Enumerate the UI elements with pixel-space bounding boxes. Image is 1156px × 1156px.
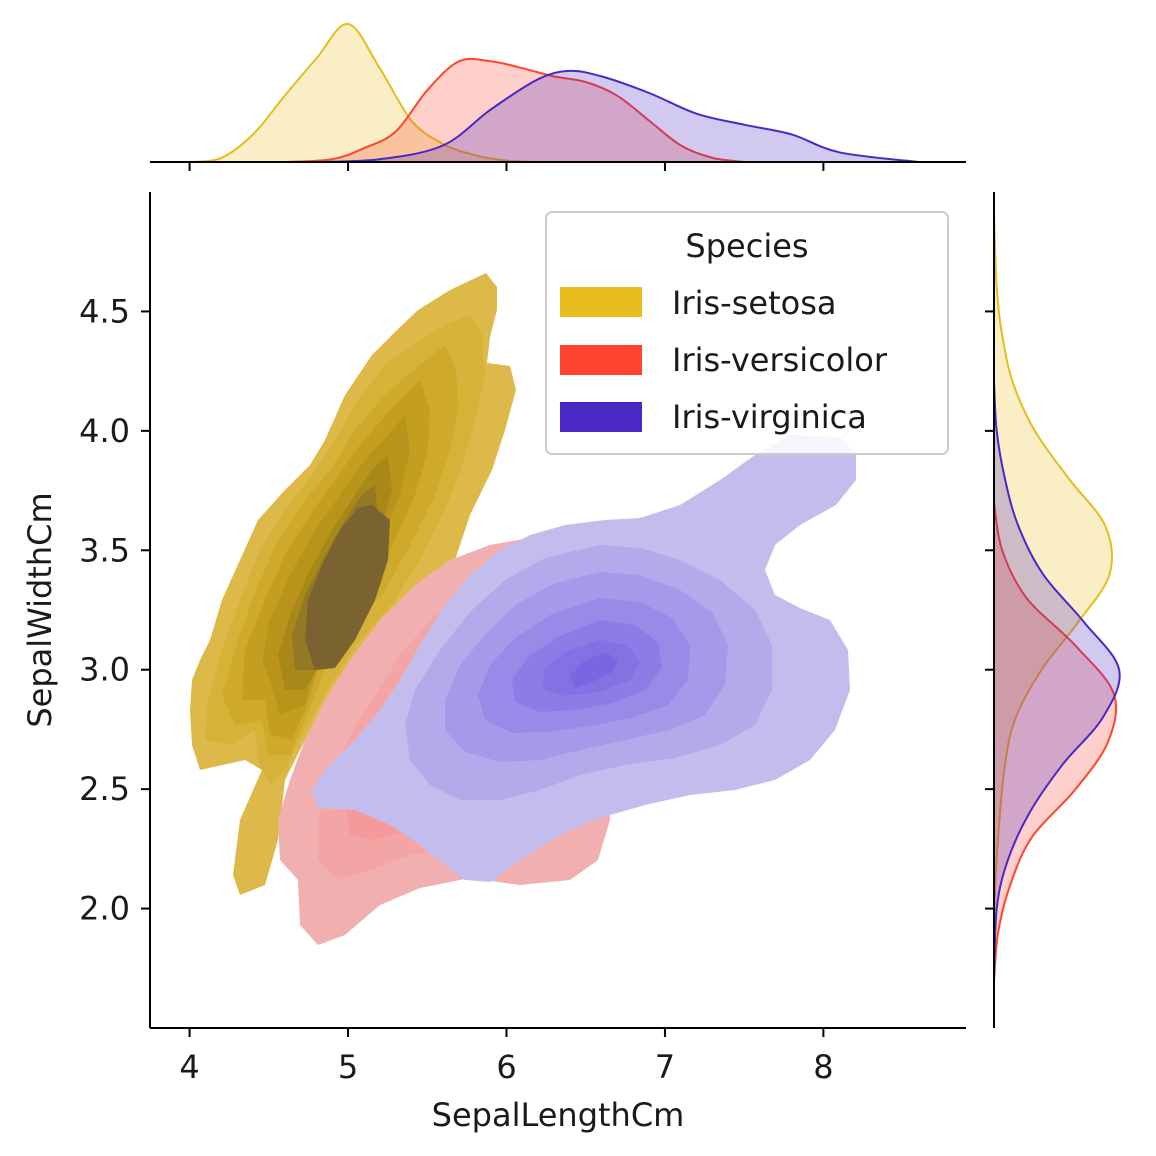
legend-swatch-setosa [560,287,642,317]
y-marginal-fill-virginica [994,383,1120,981]
legend-swatch-virginica [560,402,642,432]
y-tick-label-2.5: 2.5 [79,770,130,808]
legend-frame [545,211,949,455]
x-marginal-fill-virginica [316,70,919,162]
x-tick-label-4: 4 [179,1048,199,1086]
y-tick-label-4.5: 4.5 [79,292,130,330]
y-marginal-line-setosa [993,215,1114,909]
y-marginal-line-versicolor [993,502,1118,981]
y-marginal-fill-versicolor [994,502,1117,981]
y-axis-label: SepalWidthCm [21,492,59,727]
x-marginal-line-virginica [316,69,919,163]
legend-label-virginica: Iris-virginica [672,398,867,436]
x-tick-label-8: 8 [813,1048,833,1086]
y-tick-label-3.5: 3.5 [79,531,130,569]
legend-label-versicolor: Iris-versicolor [672,341,888,379]
x-marginal-fill-setosa [189,23,539,162]
x-marginal-panel [150,23,966,171]
y-marginal-panel [985,192,1121,1028]
legend-title: Species [685,227,808,265]
virginica-contour-7 [570,652,618,688]
legend: Species Iris-setosa Iris-versicolor Iris… [545,211,949,455]
x-marginal-line-versicolor [284,57,745,163]
setosa-contour-8 [305,505,390,670]
y-marginal-line-virginica [993,383,1121,981]
x-tick-label-6: 6 [496,1048,516,1086]
x-tick-label-5: 5 [338,1048,358,1086]
x-marginal-line-setosa [189,23,539,163]
x-axis-label: SepalLengthCm [432,1096,685,1134]
legend-label-setosa: Iris-setosa [672,284,836,322]
y-tick-label-4: 4.0 [79,412,130,450]
y-marginal-fill-setosa [994,215,1113,909]
legend-swatch-versicolor [560,345,642,375]
x-marginal-fill-versicolor [284,58,745,162]
y-tick-label-2: 2.0 [79,890,130,928]
y-tick-label-3: 3.0 [79,651,130,689]
joint-panel: 4 5 6 7 8 2.0 2.5 3.0 3.5 4.0 4.5 SepalLengthCm S… [21,192,966,1134]
setosa-density [190,273,516,895]
virginica-density [312,435,856,882]
x-tick-label-7: 7 [655,1048,675,1086]
